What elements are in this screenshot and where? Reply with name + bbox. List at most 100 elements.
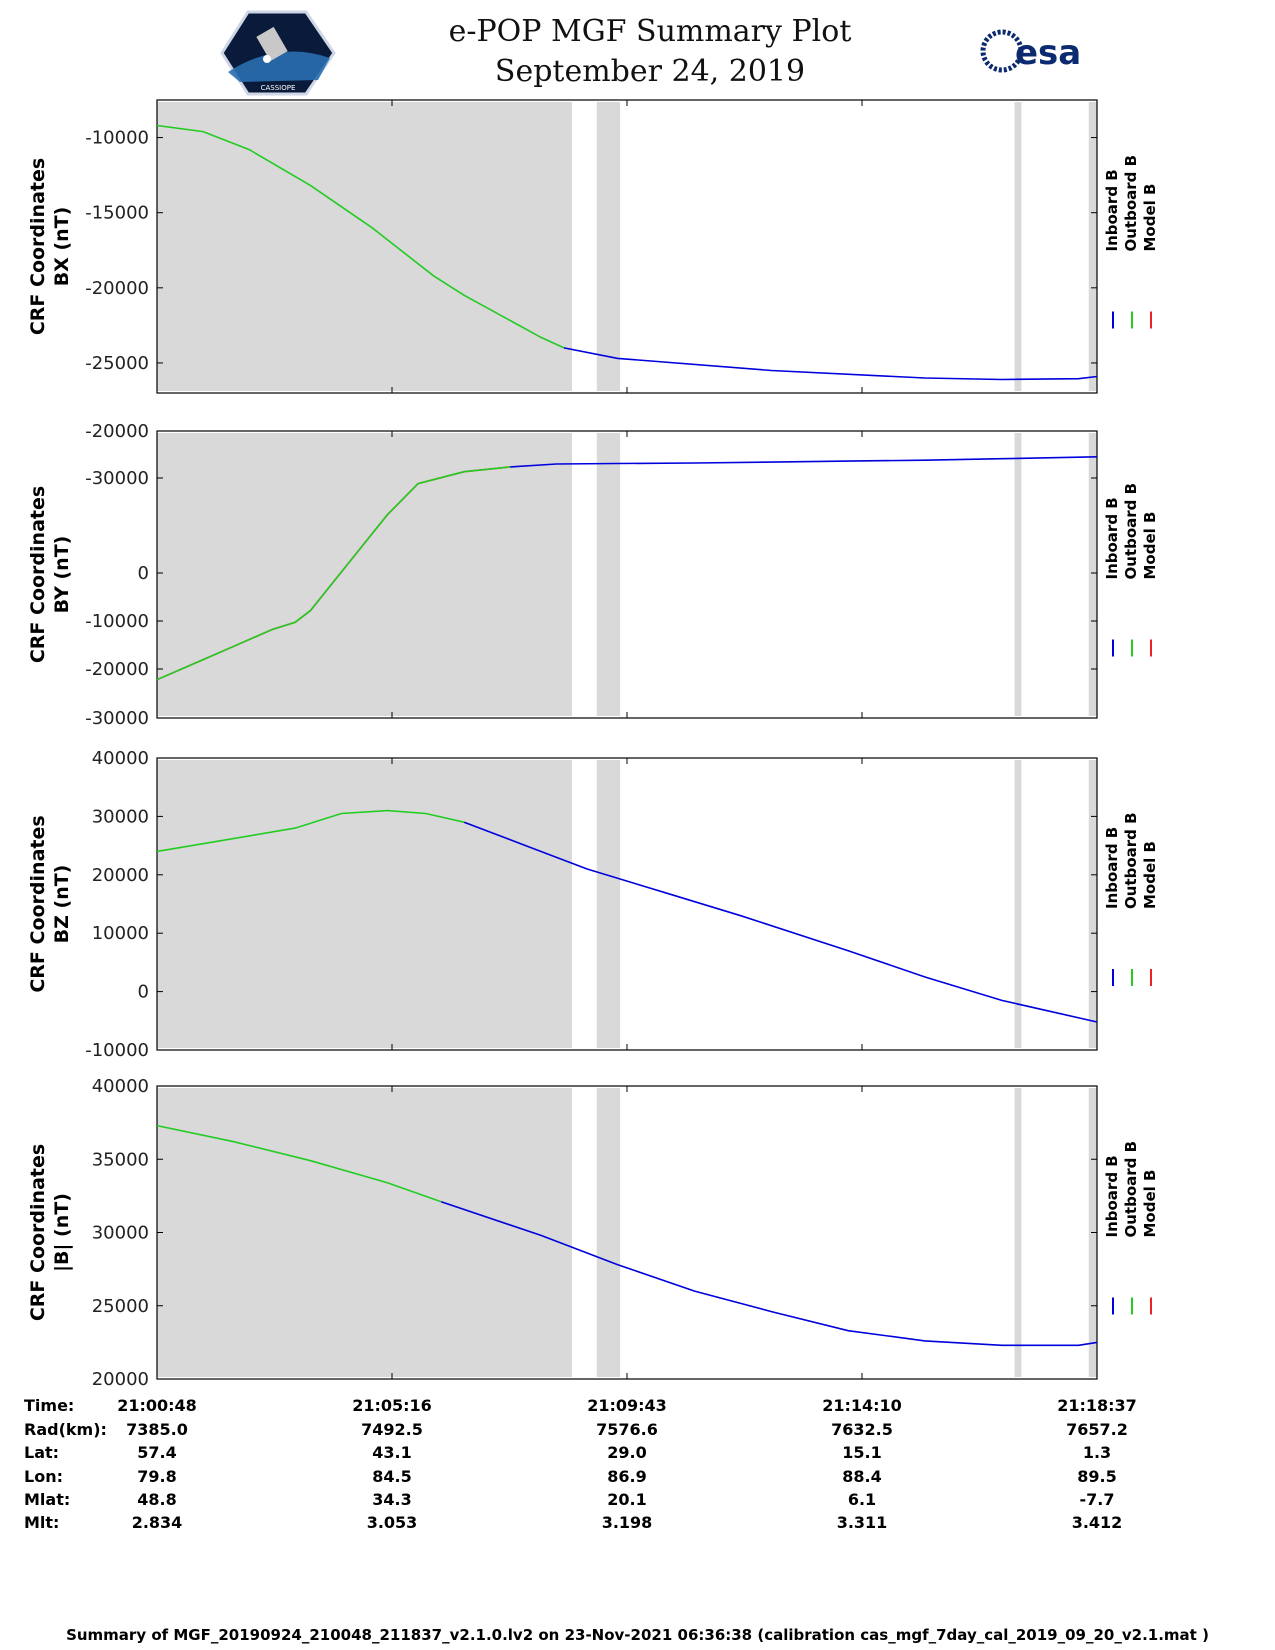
gap-shade bbox=[1014, 760, 1022, 1048]
y-tick-label: 20000 bbox=[92, 865, 149, 886]
series-line-inboard-b bbox=[440, 1200, 1098, 1347]
ephem-cell: 7576.6 bbox=[596, 1420, 658, 1439]
gap-shade bbox=[596, 102, 621, 391]
y-tick-label: 10000 bbox=[92, 923, 149, 944]
ephem-row-label: Mlt: bbox=[24, 1513, 60, 1532]
y-axis-unit: BY (nT) bbox=[51, 536, 73, 614]
legend-label: Model B bbox=[1141, 512, 1159, 580]
y-tick-label: -25000 bbox=[85, 353, 149, 374]
ephem-cell: 7492.5 bbox=[361, 1420, 423, 1439]
y-tick-label: -15000 bbox=[85, 203, 149, 224]
ephem-cell: 88.4 bbox=[842, 1467, 882, 1486]
y-axis-label: CRF Coordinates bbox=[27, 158, 49, 335]
panel-4: 40000 35000 30000 25000 20000 CRF Coordinates… bbox=[27, 1076, 1159, 1390]
ephem-cell: 6.1 bbox=[847, 1490, 877, 1509]
panel-2: -20000 -30000 0 -10000 -20000 -30000 CRF Coord… bbox=[27, 421, 1159, 729]
ephem-cell: 3.412 bbox=[1071, 1513, 1123, 1532]
y-tick-label: 20000 bbox=[92, 1369, 149, 1390]
series-line-outboard-b bbox=[156, 809, 465, 853]
y-tick-label: 30000 bbox=[92, 1223, 149, 1244]
legend-label: Inboard B bbox=[1103, 1155, 1121, 1237]
ephem-cell: 21:18:37 bbox=[1057, 1396, 1137, 1415]
esa-logo: esa bbox=[980, 29, 1081, 73]
ephem-row-label: Lat: bbox=[24, 1443, 60, 1462]
ephem-cell: 1.3 bbox=[1082, 1443, 1112, 1462]
y-tick-label: 25000 bbox=[92, 1296, 149, 1317]
legend-label: Outboard B bbox=[1122, 1141, 1140, 1238]
legend-label: Outboard B bbox=[1122, 812, 1140, 909]
ephem-cell: 21:09:43 bbox=[587, 1396, 667, 1415]
legend-label: Outboard B bbox=[1122, 155, 1140, 252]
ephem-cell: 89.5 bbox=[1077, 1467, 1117, 1486]
gap-shade bbox=[1014, 102, 1022, 391]
ephem-cell: 57.4 bbox=[137, 1443, 177, 1462]
y-tick-label: 30000 bbox=[92, 806, 149, 827]
plot-date: September 24, 2019 bbox=[494, 54, 806, 89]
gap-shade bbox=[596, 760, 621, 1048]
gap-shade bbox=[157, 760, 573, 1048]
ephem-cell: 20.1 bbox=[607, 1490, 647, 1509]
ephem-cell: 43.1 bbox=[372, 1443, 412, 1462]
ephem-cell: 29.0 bbox=[607, 1443, 647, 1462]
gap-shade bbox=[157, 1088, 573, 1377]
panel-1: -10000 -15000 -20000 -25000 CRF Coordinates B… bbox=[27, 99, 1159, 394]
ephem-cell: 86.9 bbox=[607, 1467, 647, 1486]
y-tick-label: -30000 bbox=[85, 468, 149, 489]
ephem-row-label: Rad(km): bbox=[24, 1420, 107, 1439]
y-tick-label: -10000 bbox=[85, 128, 149, 149]
y-tick-label: 35000 bbox=[92, 1149, 149, 1170]
cassiope-mission-logo: CASSIOPE bbox=[220, 10, 336, 96]
y-tick-label: -10000 bbox=[85, 1040, 149, 1061]
ephem-cell: 7657.2 bbox=[1066, 1420, 1128, 1439]
ephem-cell: 79.8 bbox=[137, 1467, 177, 1486]
ephem-row-label: Lon: bbox=[24, 1467, 63, 1486]
gap-shade bbox=[596, 1088, 621, 1377]
ephem-cell: -7.7 bbox=[1079, 1490, 1115, 1509]
ephem-cell: 2.834 bbox=[131, 1513, 183, 1532]
y-tick-label: -30000 bbox=[85, 708, 149, 729]
ephem-row-label: Mlat: bbox=[24, 1490, 71, 1509]
series-line-inboard-b bbox=[563, 347, 1098, 381]
ephem-cell: 7385.0 bbox=[126, 1420, 188, 1439]
ephem-cell: 48.8 bbox=[137, 1490, 177, 1509]
ephem-cell: 3.311 bbox=[836, 1513, 888, 1532]
series-line-outboard-b bbox=[156, 466, 511, 681]
y-tick-label: 40000 bbox=[92, 1076, 149, 1097]
gap-shade bbox=[596, 433, 621, 716]
svg-text:esa: esa bbox=[1015, 33, 1081, 73]
series-line-outboard-b bbox=[156, 124, 565, 349]
ephem-cell: 7632.5 bbox=[831, 1420, 893, 1439]
ephem-cell: 21:00:48 bbox=[117, 1396, 197, 1415]
legend-label: Model B bbox=[1141, 841, 1159, 909]
ephem-cell: 34.3 bbox=[372, 1490, 412, 1509]
ephem-row-label: Time: bbox=[24, 1396, 75, 1415]
gap-shade bbox=[1014, 1088, 1022, 1377]
y-tick-label: -20000 bbox=[85, 659, 149, 680]
y-tick-label: 0 bbox=[138, 982, 149, 1003]
gap-shade bbox=[1088, 760, 1097, 1048]
gap-shade bbox=[1014, 433, 1022, 716]
ephem-cell: 3.053 bbox=[366, 1513, 418, 1532]
gap-shade bbox=[157, 102, 573, 391]
y-tick-label: -20000 bbox=[85, 421, 149, 442]
y-tick-label: -20000 bbox=[85, 278, 149, 299]
ephem-cell: 21:05:16 bbox=[352, 1396, 432, 1415]
y-tick-label: -10000 bbox=[85, 611, 149, 632]
plot-title: e-POP MGF Summary Plot bbox=[448, 14, 852, 49]
y-axis-unit: |B| (nT) bbox=[51, 1193, 73, 1272]
gap-shade bbox=[1088, 102, 1097, 391]
ephem-cell: 15.1 bbox=[842, 1443, 882, 1462]
ephem-cell: 84.5 bbox=[372, 1467, 412, 1486]
footer-caption: Summary of MGF_20190924_210048_211837_v2… bbox=[66, 1626, 1209, 1644]
legend-label: Model B bbox=[1141, 184, 1159, 252]
y-tick-label: 0 bbox=[138, 563, 149, 584]
legend-label: Inboard B bbox=[1103, 497, 1121, 579]
ephem-cell: 21:14:10 bbox=[822, 1396, 902, 1415]
ephem-cell: 3.198 bbox=[601, 1513, 653, 1532]
svg-text:CASSIOPE: CASSIOPE bbox=[261, 84, 296, 92]
y-axis-label: CRF Coordinates bbox=[27, 486, 49, 663]
y-axis-label: CRF Coordinates bbox=[27, 1144, 49, 1321]
series-line-inboard-b bbox=[463, 821, 1098, 1023]
